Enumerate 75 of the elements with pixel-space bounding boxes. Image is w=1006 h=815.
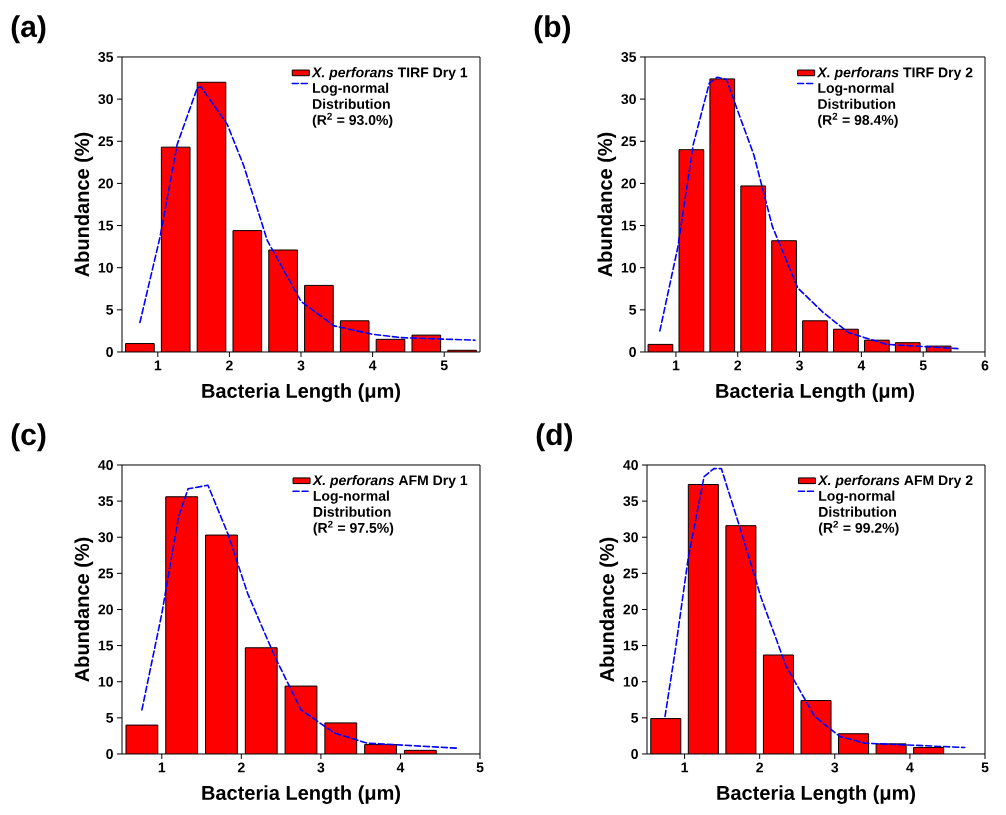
text: (a)	[11, 15, 46, 44]
y-tick-label: 25	[621, 136, 637, 147]
y-axis-title: Abundance (%)	[599, 537, 619, 682]
y-tick-label: 30	[98, 94, 113, 105]
x-tick-label: 2	[237, 762, 245, 773]
x-axis-title: Bacteria Length (μm)	[717, 785, 916, 804]
text: (d)	[536, 423, 573, 452]
x-tick-label: 3	[831, 762, 839, 773]
y-tick-label: 15	[623, 640, 639, 651]
x-tick-label: 3	[297, 360, 305, 371]
y-tick-label: 10	[621, 262, 636, 273]
x-tick-label: 5	[981, 762, 989, 773]
y-tick-label: 40	[623, 460, 638, 470]
y-tick-label: 0	[106, 749, 113, 759]
y-tick-label: 25	[623, 568, 639, 579]
text: (b)	[534, 15, 571, 44]
x-tick-label: 2	[226, 360, 233, 371]
y-tick-label: 25	[98, 568, 114, 579]
x-tick-label: 4	[368, 360, 377, 371]
x-tick-label: 2	[734, 360, 742, 371]
y-tick-label: 25	[98, 136, 114, 147]
y-tick-label: 20	[98, 178, 113, 189]
y-tick-label: 35	[621, 52, 637, 62]
legend-label: Log-normal Distribution (R$^{2}$ = 93.0%)	[312, 82, 393, 128]
y-axis-title: Abundance (%)	[74, 132, 94, 277]
y-tick-label: 30	[621, 94, 636, 105]
x-tick-label: 4	[906, 762, 914, 773]
x-tick-label: 5	[919, 360, 927, 371]
y-tick-label: 40	[98, 460, 113, 470]
legend-label: X. perforans TIRF Dry 1	[311, 67, 468, 81]
y-tick-label: 35	[623, 496, 639, 507]
y-tick-label: 15	[98, 220, 114, 231]
x-tick-label: 1	[154, 360, 162, 371]
x-axis-title: Bacteria Length (μm)	[202, 785, 401, 804]
x-tick-label: 5	[476, 762, 484, 773]
y-tick-label: 0	[629, 347, 636, 357]
legend-label: Log-normal Distribution (R$^{2}$ = 99.2%)	[818, 490, 899, 536]
y-tick-label: 20	[98, 604, 113, 615]
y-axis-title: Abundance (%)	[74, 537, 94, 682]
x-tick-label: 1	[681, 762, 689, 773]
y-tick-label: 5	[629, 304, 637, 315]
y-tick-label: 35	[98, 496, 114, 507]
y-tick-label: 10	[98, 676, 113, 687]
y-tick-label: 30	[98, 532, 113, 543]
x-tick-label: 3	[795, 360, 803, 371]
x-tick-label: 3	[317, 762, 325, 773]
y-tick-label: 5	[631, 712, 639, 723]
y-tick-label: 15	[98, 640, 114, 651]
x-axis-title: Bacteria Length (μm)	[716, 383, 915, 402]
y-tick-label: 20	[621, 178, 636, 189]
x-tick-label: 1	[672, 360, 680, 371]
x-tick-label: 4	[857, 360, 866, 371]
legend-label: X. perforans AFM Dry 2	[817, 474, 973, 488]
y-tick-label: 35	[98, 52, 114, 62]
x-tick-label: 2	[756, 762, 763, 773]
text: (c)	[11, 423, 46, 452]
x-axis-title: Bacteria Length (μm)	[202, 383, 401, 402]
legend-label: Log-normal Distribution (R$^{2}$ = 97.5%)	[313, 490, 394, 536]
legend-label: X. perforans TIRF Dry 2	[816, 67, 973, 81]
x-tick-label: 4	[396, 762, 405, 773]
legend-label: X. perforans AFM Dry 1	[312, 474, 468, 488]
y-tick-label: 0	[631, 749, 638, 759]
y-tick-label: 20	[623, 604, 638, 615]
x-tick-label: 5	[440, 360, 448, 371]
y-axis-title: Abundance (%)	[597, 132, 617, 277]
legend-label: Log-normal Distribution (R$^{2}$ = 98.4%)	[818, 82, 898, 128]
y-tick-label: 5	[106, 304, 114, 315]
y-tick-label: 0	[106, 347, 113, 357]
x-tick-label: 6	[981, 360, 989, 371]
y-tick-label: 5	[106, 712, 114, 723]
y-tick-label: 10	[623, 676, 638, 687]
y-tick-label: 30	[623, 532, 638, 543]
y-tick-label: 15	[621, 220, 637, 231]
y-tick-label: 10	[98, 262, 113, 273]
x-tick-label: 1	[158, 762, 166, 773]
